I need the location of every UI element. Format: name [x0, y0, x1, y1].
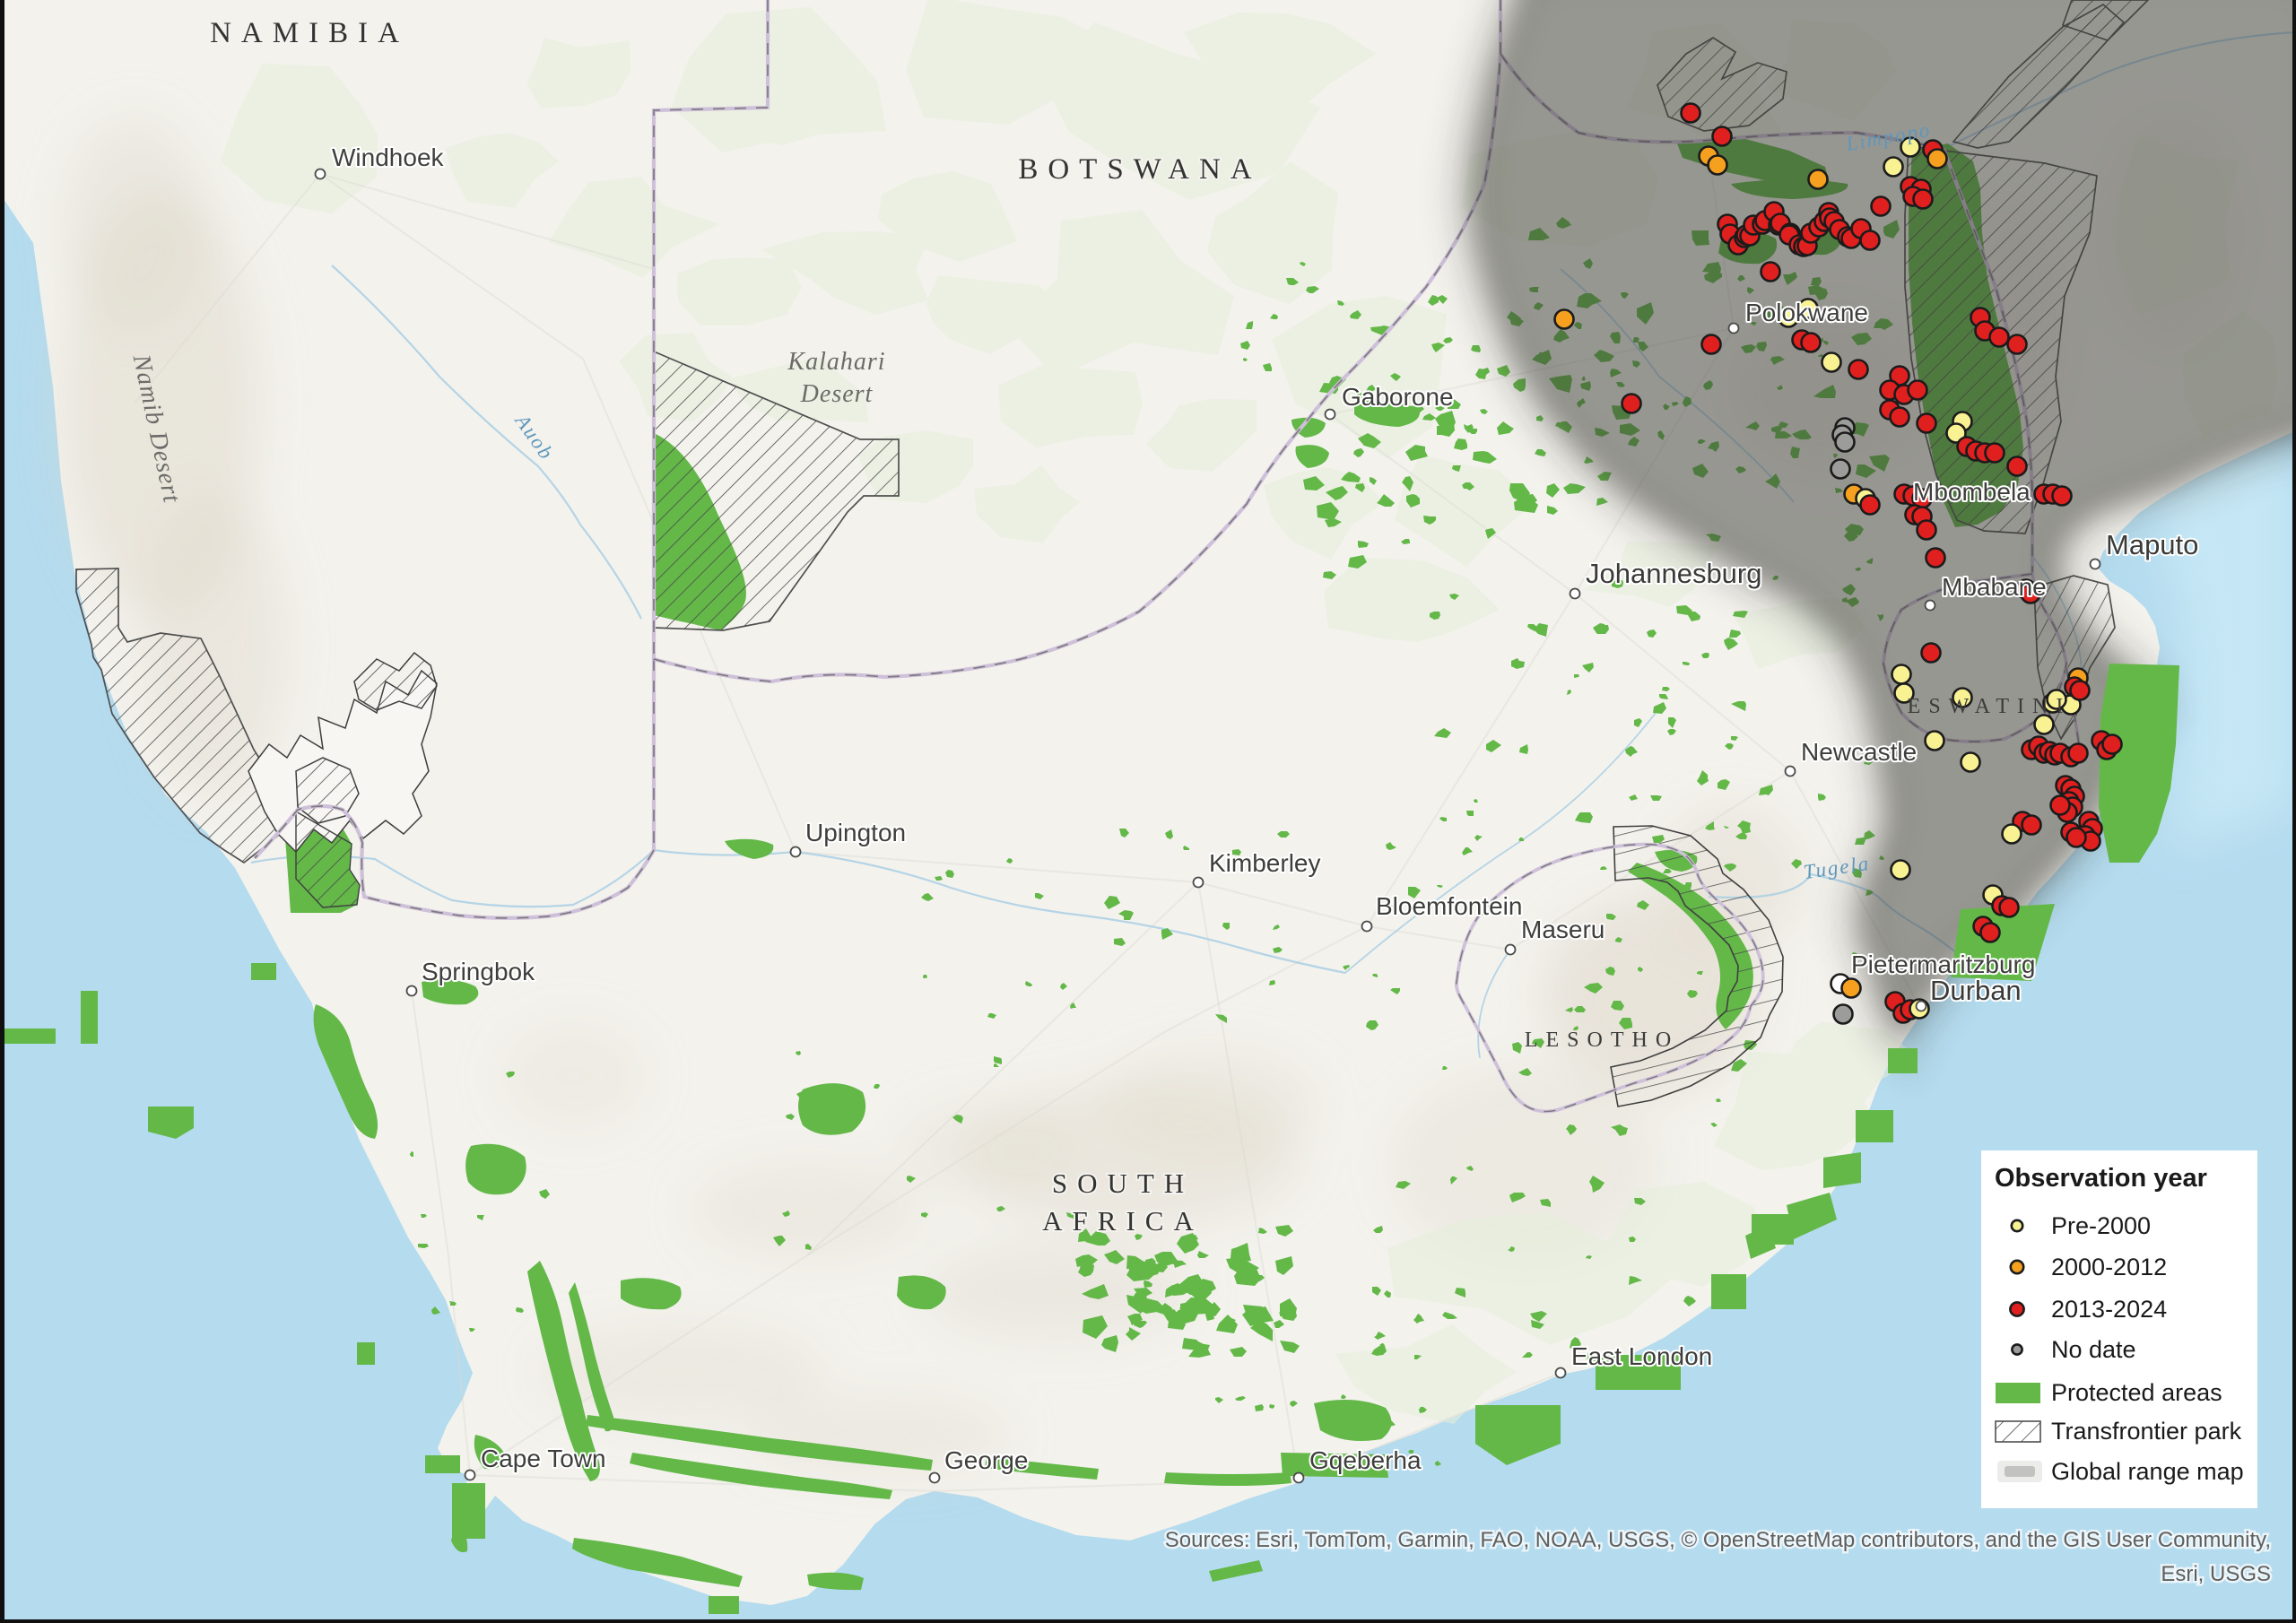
svg-text:Pietermaritzburg: Pietermaritzburg	[1851, 950, 2035, 978]
svg-text:Maseru: Maseru	[1521, 916, 1605, 943]
svg-text:Kalahari: Kalahari	[787, 348, 885, 376]
svg-text:Sources: Esri, TomTom, Garmin,: Sources: Esri, TomTom, Garmin, FAO, NOAA…	[1165, 1528, 2271, 1552]
svg-text:LESOTHO: LESOTHO	[1525, 1028, 1679, 1052]
svg-text:Polokwane: Polokwane	[1745, 299, 1868, 326]
svg-text:Mbabane: Mbabane	[1942, 573, 2047, 601]
svg-text:No date: No date	[2051, 1336, 2136, 1363]
svg-text:Maputo: Maputo	[2106, 529, 2198, 560]
svg-text:Johannesburg: Johannesburg	[1586, 558, 1762, 589]
svg-text:NAMIBIA: NAMIBIA	[210, 17, 409, 49]
svg-text:Gqeberha: Gqeberha	[1309, 1446, 1422, 1474]
svg-text:Bloemfontein: Bloemfontein	[1376, 892, 1522, 920]
svg-text:Cape Town: Cape Town	[481, 1445, 606, 1472]
svg-text:Springbok: Springbok	[422, 958, 535, 985]
svg-text:Global range map: Global range map	[2051, 1458, 2244, 1485]
svg-text:ESWATINI: ESWATINI	[1908, 695, 2072, 718]
svg-text:Desert: Desert	[800, 380, 874, 408]
svg-text:Protected areas: Protected areas	[2051, 1379, 2222, 1406]
svg-text:Pre-2000: Pre-2000	[2051, 1212, 2151, 1239]
svg-text:Durban: Durban	[1930, 975, 2022, 1006]
svg-text:Esri, USGS: Esri, USGS	[2161, 1562, 2271, 1586]
svg-text:AFRICA: AFRICA	[1042, 1205, 1204, 1237]
svg-text:2000-2012: 2000-2012	[2051, 1254, 2167, 1280]
svg-text:BOTSWANA: BOTSWANA	[1018, 153, 1261, 186]
svg-text:Upington: Upington	[805, 819, 906, 846]
svg-text:Gaborone: Gaborone	[1342, 383, 1454, 411]
svg-text:Kimberley: Kimberley	[1209, 849, 1320, 877]
svg-text:Newcastle: Newcastle	[1801, 738, 1917, 766]
svg-text:Observation year: Observation year	[1995, 1164, 2207, 1193]
svg-text:SOUTH: SOUTH	[1052, 1167, 1194, 1199]
svg-text:Transfrontier park: Transfrontier park	[2051, 1418, 2242, 1445]
svg-text:George: George	[944, 1446, 1028, 1474]
svg-text:2013-2024: 2013-2024	[2051, 1296, 2167, 1323]
svg-text:East London: East London	[1571, 1342, 1712, 1370]
svg-text:Windhoek: Windhoek	[332, 143, 445, 171]
svg-text:Mbombela: Mbombela	[1913, 478, 2031, 506]
